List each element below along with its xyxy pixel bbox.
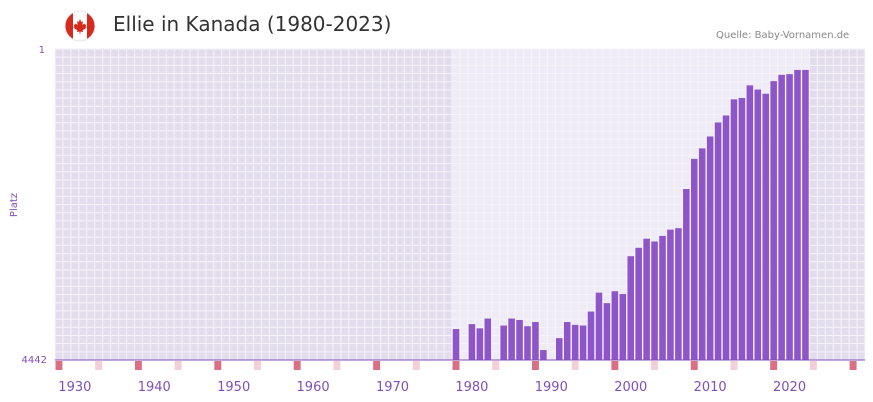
bar: [579, 325, 587, 360]
bar: [555, 338, 563, 360]
bar: [524, 326, 531, 360]
y-axis-label: Platz: [9, 193, 20, 217]
bar: [508, 318, 515, 360]
bar: [683, 188, 690, 360]
x-tick-label: 1970: [376, 380, 409, 395]
x-tick-label: 2000: [614, 380, 647, 395]
bar: [587, 311, 595, 360]
bar: [667, 229, 674, 360]
bar: [754, 89, 762, 361]
bar: [635, 247, 642, 360]
decade-marker: [55, 361, 63, 370]
bar: [746, 85, 754, 361]
chart-title: Ellie in Kanada (1980-2023): [113, 12, 392, 36]
half-decade-marker: [571, 361, 579, 370]
decade-marker: [293, 361, 301, 370]
bar: [516, 319, 523, 360]
bar: [627, 256, 635, 360]
decade-marker: [214, 361, 222, 370]
x-tick-label: 1980: [455, 380, 488, 395]
bar: [500, 325, 507, 360]
bar: [738, 97, 746, 360]
bar: [794, 69, 801, 360]
bar: [675, 228, 682, 360]
bar: [722, 115, 730, 360]
bar: [651, 241, 658, 360]
bar: [730, 99, 738, 360]
x-tick-label: 2020: [773, 380, 806, 395]
half-decade-marker: [333, 361, 341, 370]
half-decade-marker: [809, 361, 817, 370]
bar: [611, 291, 619, 360]
half-decade-marker: [651, 361, 659, 370]
decade-marker: [531, 361, 539, 370]
bar: [714, 122, 722, 360]
bar: [540, 350, 547, 360]
bar: [452, 329, 460, 360]
half-decade-marker: [412, 361, 420, 370]
bar: [468, 324, 476, 360]
bar: [698, 148, 706, 360]
x-tick-label: 2010: [694, 380, 727, 395]
decade-marker: [134, 361, 142, 370]
half-decade-marker: [730, 361, 738, 370]
bar: [786, 74, 793, 361]
bar: [532, 322, 539, 360]
bar: [603, 303, 611, 360]
bar: [690, 158, 698, 360]
bar: [770, 81, 777, 360]
bar: [484, 318, 492, 360]
decade-marker: [373, 361, 381, 370]
x-tick-label: 1960: [297, 380, 330, 395]
bar: [595, 292, 603, 360]
bar: [571, 324, 579, 360]
half-decade-marker: [95, 361, 103, 370]
bar: [476, 328, 484, 360]
bar: [706, 136, 714, 360]
bar: [659, 235, 666, 360]
half-decade-marker: [174, 361, 182, 370]
half-decade-marker: [492, 361, 500, 370]
decade-marker: [849, 361, 857, 370]
canada-flag-icon: [64, 10, 96, 42]
bar: [802, 69, 809, 360]
bar: [643, 238, 650, 360]
x-tick-label: 1950: [217, 380, 250, 395]
y-tick-label-bottom: 4442: [22, 355, 47, 366]
half-decade-marker: [254, 361, 261, 370]
bar: [778, 74, 785, 360]
x-tick-label: 1990: [535, 380, 568, 395]
decade-marker: [452, 361, 460, 370]
bar: [619, 294, 627, 360]
x-tick-label: 1930: [58, 380, 91, 395]
decade-marker: [770, 361, 778, 370]
bar: [563, 322, 571, 360]
bar: [762, 93, 770, 360]
y-tick-label-top: 1: [39, 45, 45, 56]
x-tick-label: 1940: [138, 380, 171, 395]
decade-marker: [611, 361, 619, 370]
decade-marker: [690, 361, 698, 370]
source-credit: Quelle: Baby-Vornamen.de: [716, 30, 850, 41]
